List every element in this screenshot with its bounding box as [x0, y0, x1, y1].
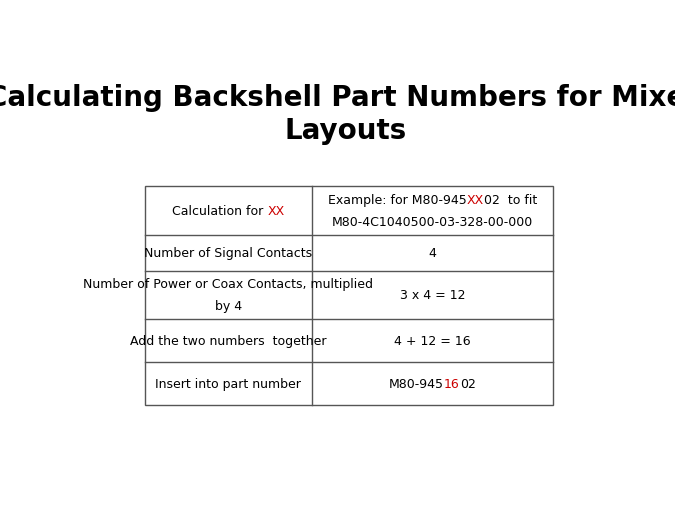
Text: 4 + 12 = 16: 4 + 12 = 16 [394, 334, 470, 347]
Text: Number of Power or Coax Contacts, multiplied: Number of Power or Coax Contacts, multip… [83, 278, 373, 291]
Text: 4: 4 [429, 246, 436, 260]
Text: by 4: by 4 [215, 299, 242, 313]
Text: 16: 16 [444, 377, 460, 390]
Text: Number of Signal Contacts: Number of Signal Contacts [144, 246, 313, 260]
Text: 02  to fit: 02 to fit [483, 194, 537, 207]
Text: Insert into part number: Insert into part number [155, 377, 301, 390]
Bar [144, 187, 553, 405]
Text: Add the two numbers  together: Add the two numbers together [130, 334, 327, 347]
Text: 3 x 4 = 12: 3 x 4 = 12 [400, 289, 465, 302]
Text: Example: for M80-945: Example: for M80-945 [327, 194, 466, 207]
Text: M80-945: M80-945 [389, 377, 444, 390]
Text: Calculating Backshell Part Numbers for Mixed: Calculating Backshell Part Numbers for M… [0, 84, 675, 112]
Text: M80-4C1040500-03-328-00-000: M80-4C1040500-03-328-00-000 [331, 216, 533, 228]
Text: XX: XX [267, 205, 284, 218]
Text: 02: 02 [460, 377, 476, 390]
Text: XX: XX [466, 194, 483, 207]
Text: Calculation for: Calculation for [172, 205, 267, 218]
Text: Layouts: Layouts [285, 117, 407, 145]
